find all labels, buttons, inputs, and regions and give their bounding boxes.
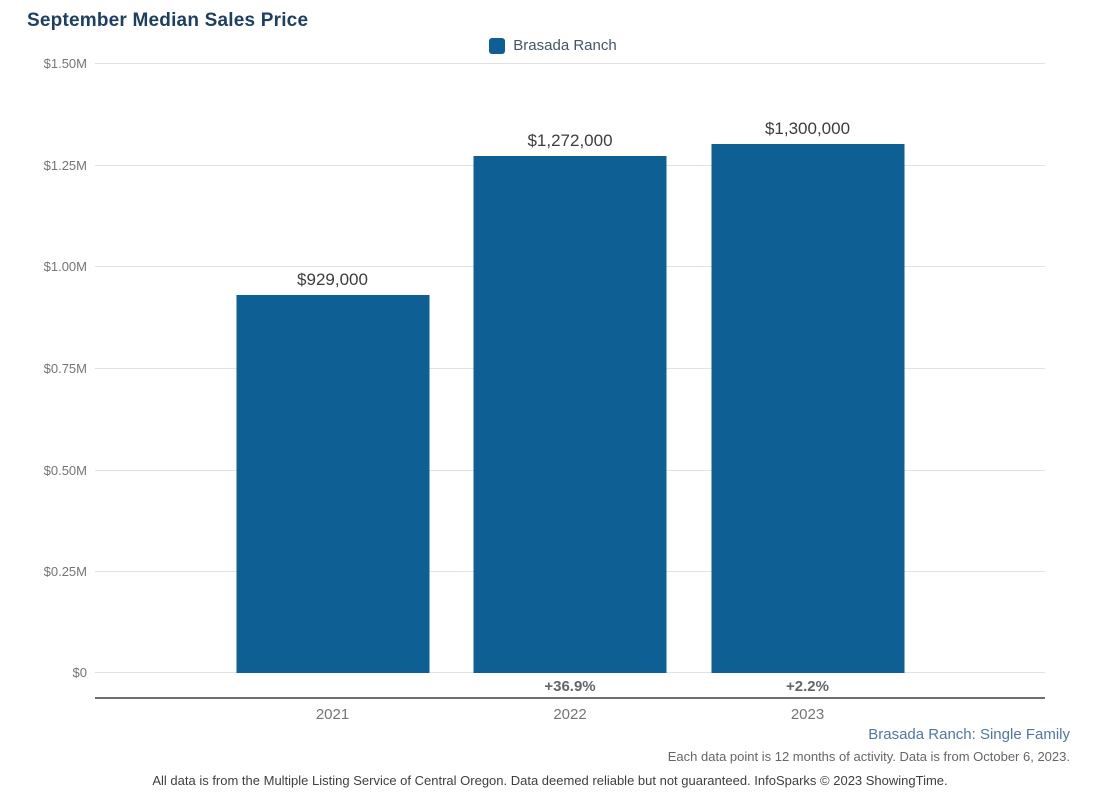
y-axis-tick-label: $1.25M [43,158,87,173]
bar-2022[interactable] [473,156,667,673]
x-axis-label: 2023 [790,706,825,723]
footer-disclaimer: All data is from the Multiple Listing Se… [152,773,948,788]
pct-change-label: +36.9% [544,678,596,695]
y-axis-tick-label: $0.50M [43,463,87,478]
legend-swatch-icon [489,37,506,54]
y-axis-tick-label: $0.75M [43,361,87,376]
bar-value-label: $1,300,000 [764,119,851,138]
x-axis-area: 2021 +36.9% 2022 +2.2% 2023 [95,673,1045,723]
y-axis-tick-label: $1.00M [43,259,87,274]
y-axis-tick-label: $1.50M [43,56,87,71]
chart-title: September Median Sales Price [27,10,309,31]
bar-2023[interactable] [711,144,904,673]
legend-item-brasada-ranch[interactable]: Brasada Ranch [489,37,617,54]
footer-data-note: Each data point is 12 months of activity… [667,749,1070,764]
bar-2021[interactable] [236,295,429,673]
plot-area: $0 $0.25M $0.50M $0.75M $1.00M $1.25M $1.50M $9… [44,56,1045,680]
gridline [95,63,1045,64]
pct-change-label: +2.2% [786,678,829,695]
x-axis-label: 2021 [315,706,350,723]
footer-series-descriptor: Brasada Ranch: Single Family [868,726,1070,743]
y-axis-tick-label: $0.25M [43,564,87,579]
x-axis-label: 2022 [553,706,587,723]
legend: Brasada Ranch [0,37,1106,54]
y-axis-tick-label: $0 [72,665,87,680]
x-axis-line [95,697,1045,699]
bar-value-label: $1,272,000 [527,131,613,150]
bar-value-label: $929,000 [297,270,368,289]
legend-label: Brasada Ranch [513,37,617,54]
